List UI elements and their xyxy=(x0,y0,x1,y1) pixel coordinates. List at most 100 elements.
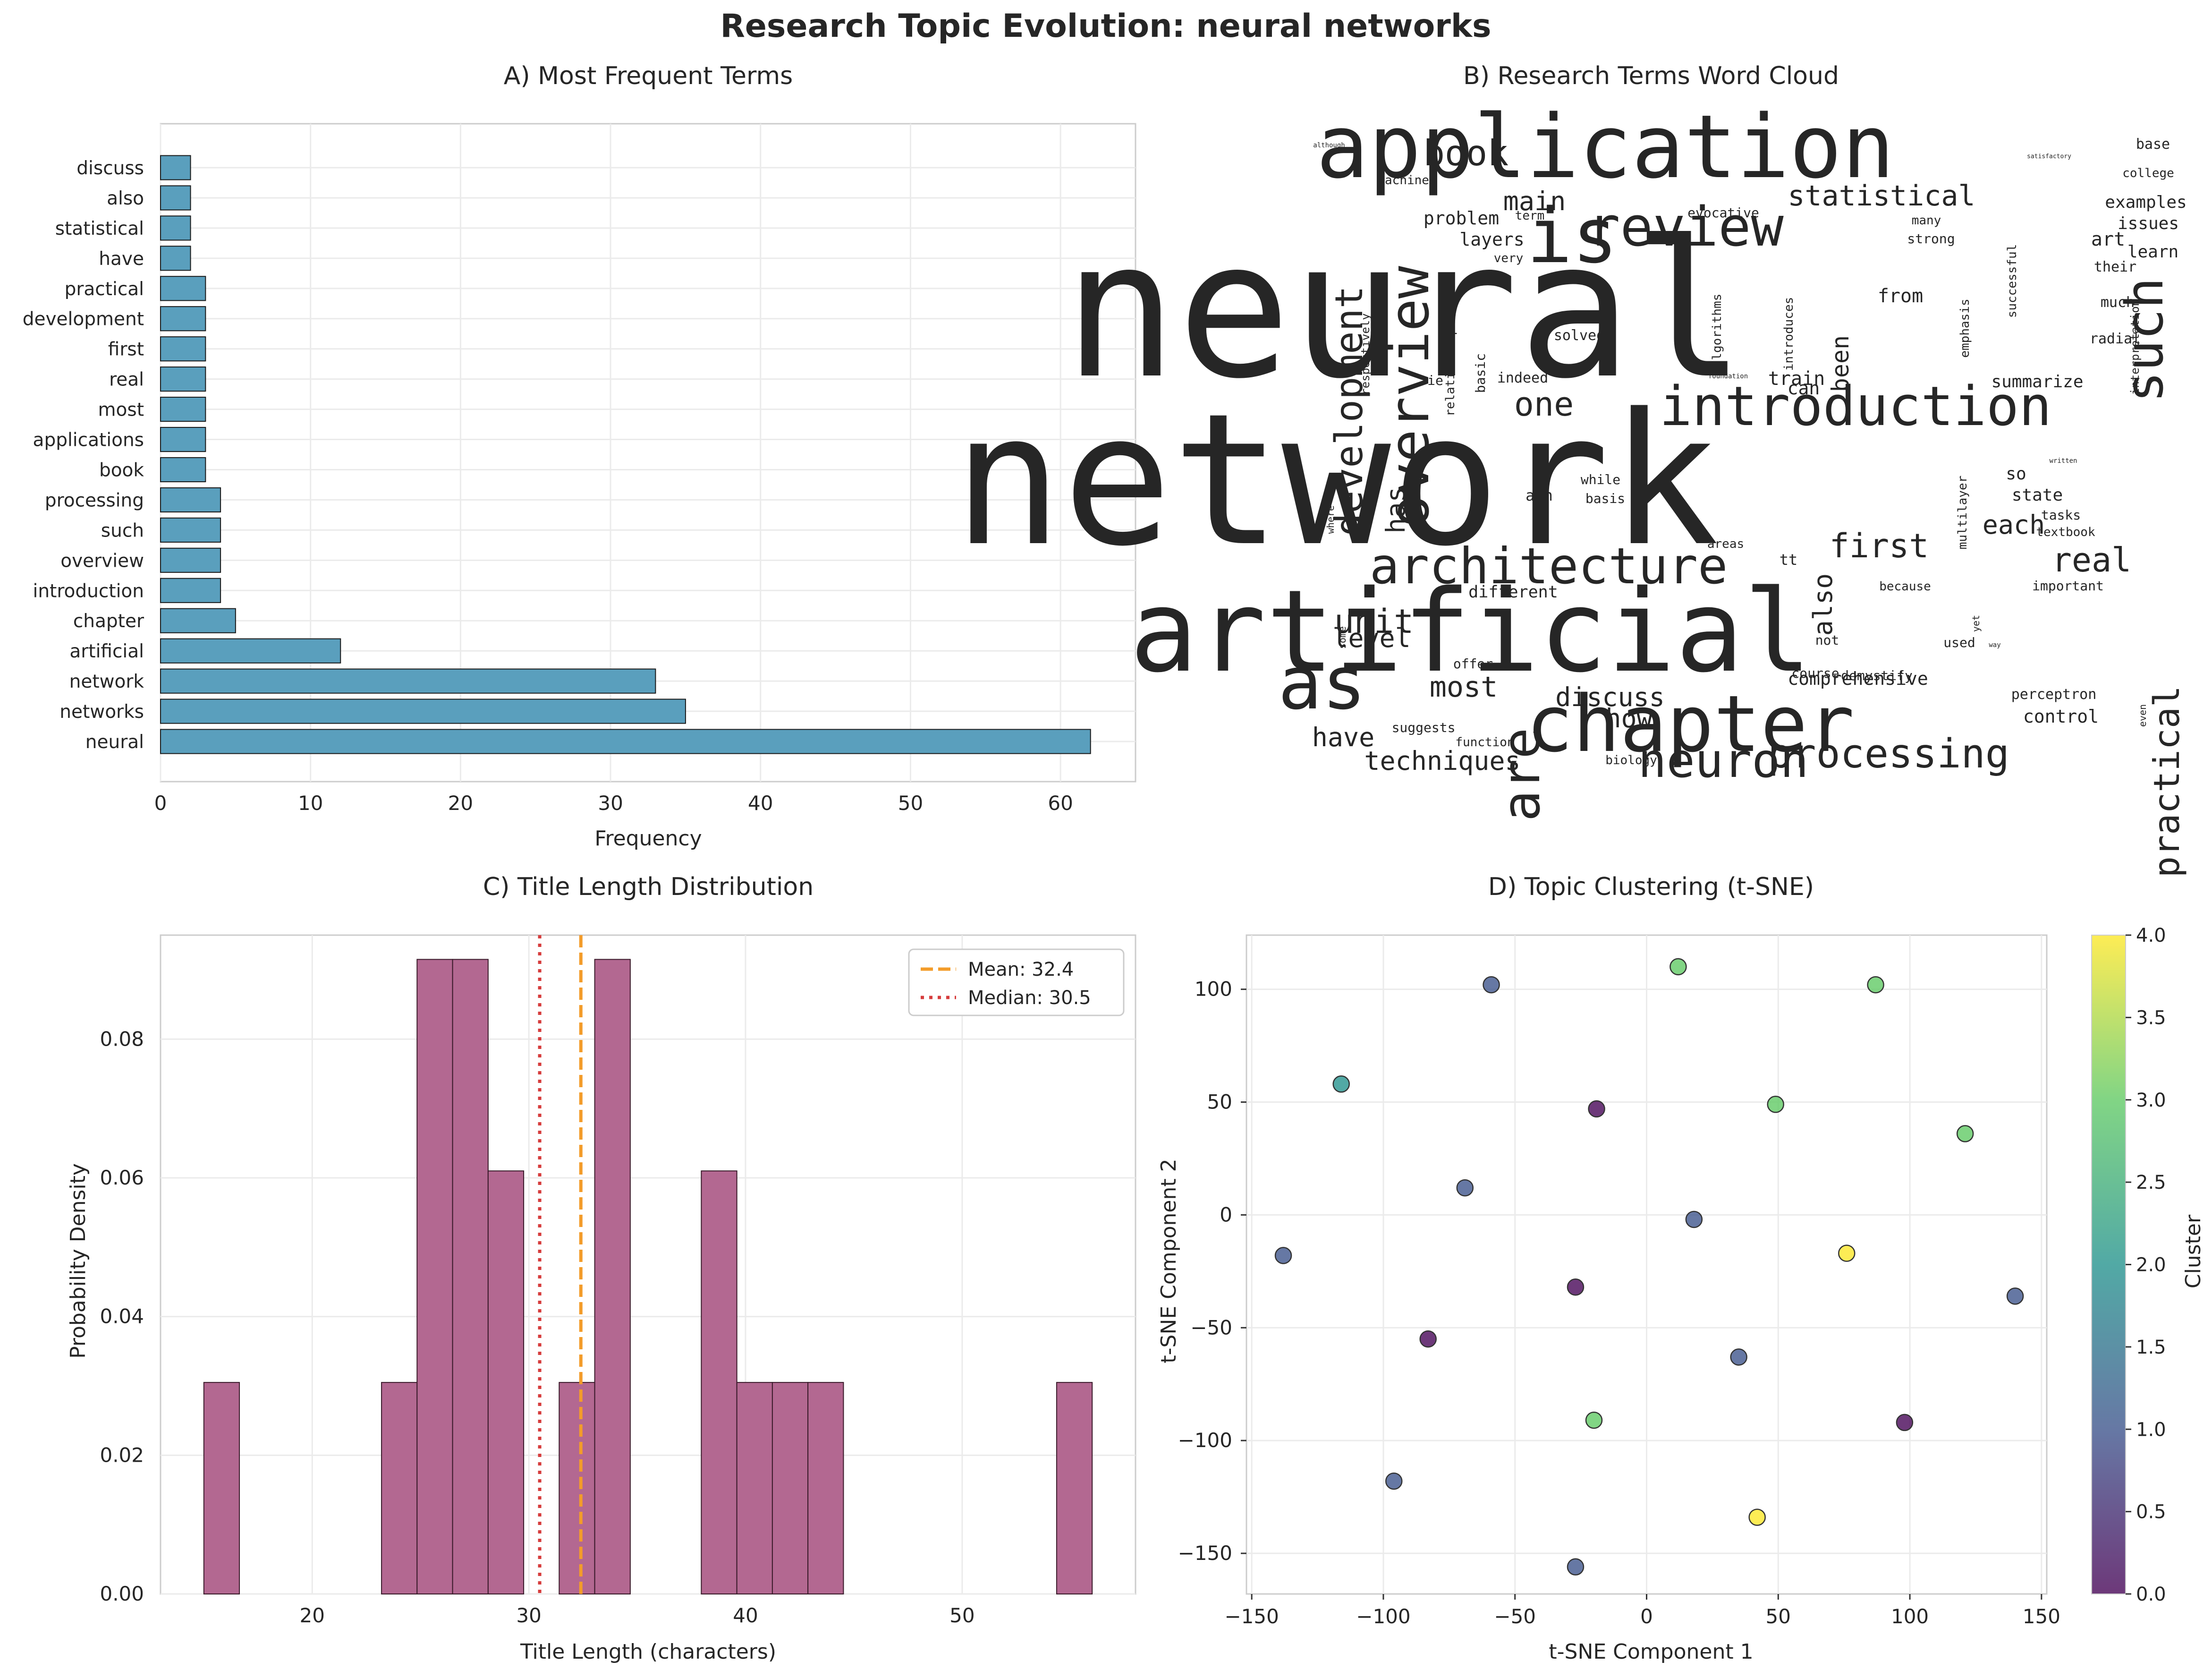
word-cloud-word: comprehensive xyxy=(1788,668,1928,689)
word-cloud-word: most xyxy=(1430,671,1498,704)
panel-c-bin xyxy=(771,1382,809,1594)
word-cloud-word: biology xyxy=(1605,753,1657,767)
colorbar-tick-label: 4.0 xyxy=(2136,925,2166,946)
panel-d-point xyxy=(1385,1472,1403,1490)
panel-a-xtick-label: 60 xyxy=(1048,792,1073,815)
word-cloud-word: first xyxy=(1830,527,1929,565)
word-cloud-word: offer xyxy=(1453,656,1493,672)
panel-a-bar xyxy=(160,246,191,271)
word-cloud-word: tasks xyxy=(2041,507,2081,523)
panel-a-category-label: book xyxy=(99,460,144,481)
panel-c-legend xyxy=(908,948,1125,1016)
word-cloud-word: strong xyxy=(1907,231,1955,247)
colorbar-tick-label: 2.5 xyxy=(2136,1172,2166,1193)
word-cloud-word: problem xyxy=(1424,208,1499,229)
word-cloud-word: main xyxy=(1503,186,1566,216)
word-cloud-word: how xyxy=(1605,703,1653,733)
word-cloud-word: practical xyxy=(2146,686,2187,878)
word-cloud-word: summarize xyxy=(1991,372,2083,392)
figure-title: Research Topic Evolution: neural network… xyxy=(720,8,1491,45)
word-cloud-word: textbook xyxy=(2036,525,2095,539)
colorbar-tick-label: 0.5 xyxy=(2136,1501,2166,1523)
panel-a-category-label: have xyxy=(99,248,144,270)
word-cloud-word: not xyxy=(1815,632,1839,648)
word-cloud-word: algorithms xyxy=(1710,294,1724,368)
panel-a-category-label: network xyxy=(69,671,144,692)
word-cloud-word: written xyxy=(2049,457,2077,465)
panel-c-bin xyxy=(1056,1382,1093,1594)
panel-c-ytick-label: 0.00 xyxy=(100,1582,144,1605)
panel-a-category-label: neural xyxy=(85,732,144,753)
word-cloud-word: review xyxy=(1587,196,1784,259)
panel-d-xtick-label: 100 xyxy=(1891,1605,1929,1628)
panel-a-bar xyxy=(160,185,191,211)
panel-a-bar xyxy=(160,578,221,603)
word-cloud-word: are xyxy=(1491,728,1551,822)
word-cloud-word: network xyxy=(953,375,1720,586)
word-cloud-word: very xyxy=(1494,251,1524,265)
panel-a-category-label: applications xyxy=(33,430,144,451)
word-cloud-word: level xyxy=(1332,623,1411,653)
panel-a-category-label: first xyxy=(108,339,144,360)
word-cloud-word: areas xyxy=(1707,537,1744,551)
panel-a-bar xyxy=(160,608,236,633)
panel-c-bin xyxy=(807,1382,844,1594)
panel-a-xtick-label: 30 xyxy=(598,792,623,815)
word-cloud-word: each xyxy=(1983,510,2045,540)
panel-c-ytick-label: 0.06 xyxy=(100,1166,144,1189)
panel-d-point xyxy=(1588,1100,1605,1118)
word-cloud-word: layers xyxy=(1459,229,1524,250)
panel-a-category-label: such xyxy=(101,520,144,541)
panel-c-bin xyxy=(594,959,631,1594)
panel-d-point xyxy=(1483,976,1500,994)
colorbar-tick-label: 0.0 xyxy=(2136,1584,2166,1605)
panel-c-bin xyxy=(559,1382,595,1594)
word-cloud-word: processing xyxy=(1768,731,2009,777)
panel-b-word-cloud: B) Research Terms Word Cloud neuralnetwo… xyxy=(953,62,2187,878)
panel-a-xtick-label: 20 xyxy=(448,792,473,815)
word-cloud-word: state xyxy=(2012,486,2063,505)
word-cloud-word: base xyxy=(2136,136,2170,153)
colorbar-label: Cluster xyxy=(2181,1214,2205,1288)
word-cloud-word: application xyxy=(1316,96,1894,198)
word-cloud-word: can xyxy=(1788,378,1820,399)
panel-a-category-label: most xyxy=(98,400,144,421)
panel-a-xtick-label: 0 xyxy=(154,792,167,815)
panel-d-point xyxy=(1730,1348,1747,1366)
panel-a-bar xyxy=(160,276,206,301)
panel-d-xtick-label: 50 xyxy=(1766,1605,1791,1628)
word-cloud-word: multilayer xyxy=(1956,476,1970,550)
word-cloud-word: learn xyxy=(2127,242,2178,262)
panel-c-title: C) Title Length Distribution xyxy=(483,873,814,901)
panel-a-category-label: overview xyxy=(60,550,144,571)
panel-d-xtick-label: −150 xyxy=(1224,1605,1279,1628)
word-cloud-word: development xyxy=(1327,286,1371,536)
panel-a-category-label: practical xyxy=(65,279,144,300)
colorbar-tick-label: 3.0 xyxy=(2136,1090,2166,1111)
word-cloud-word: tt xyxy=(1780,551,1798,569)
panel-d-point xyxy=(1748,1508,1766,1526)
word-cloud-word: also xyxy=(1808,573,1838,636)
panel-a-bar xyxy=(160,729,1091,754)
colorbar: Cluster 0.0 0.5 1.0 1.5 2.0 2.5 3.0 3.5 4.0 xyxy=(2091,925,2205,1605)
panel-c-bin xyxy=(203,1382,240,1594)
word-cloud-word: neuron xyxy=(1638,733,1808,788)
colorbar-bar xyxy=(2091,935,2126,1594)
word-cloud-word: statistical xyxy=(1788,179,1975,213)
word-cloud-word: as xyxy=(1278,640,1366,726)
panel-c-bin xyxy=(736,1382,773,1594)
word-cloud-word: discuss xyxy=(1555,682,1665,712)
word-cloud-word: such xyxy=(2114,278,2175,403)
word-cloud-word: suggests xyxy=(1392,720,1456,735)
panel-c-bin xyxy=(452,959,489,1594)
panel-b-title: B) Research Terms Word Cloud xyxy=(1463,62,1839,90)
word-cloud-word: have xyxy=(1312,722,1374,752)
panel-d-point xyxy=(1896,1414,1914,1431)
panel-c-bin xyxy=(416,959,453,1594)
word-cloud-word: successful xyxy=(2005,244,2019,318)
panel-a-bar xyxy=(160,426,206,452)
word-cloud-word: introduces xyxy=(1782,297,1796,371)
word-cloud-word: although xyxy=(1313,142,1345,149)
word-cloud-word: book xyxy=(1424,132,1509,174)
word-cloud-word: machines xyxy=(1377,173,1436,187)
